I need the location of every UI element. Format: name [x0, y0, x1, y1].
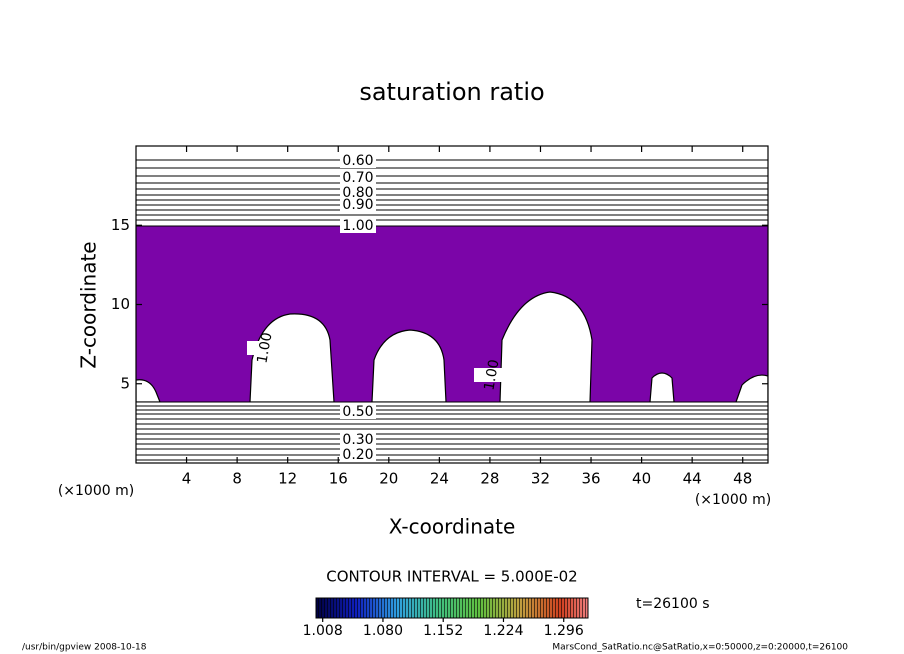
contour-label-bg [340, 198, 376, 212]
contour-label-bg [340, 171, 376, 185]
footer-left: /usr/bin/gpview 2008-10-18 [22, 643, 147, 653]
contour-label-group: 0.90 [340, 197, 376, 213]
x-tick-label: 16 [329, 470, 348, 488]
contour-label-group: 0.30 [340, 432, 376, 448]
colorbar-stripes [316, 598, 588, 618]
contour-label-bg [247, 341, 283, 355]
contour-label: 1.00 [342, 218, 373, 234]
x-unit: (×1000 m) [695, 492, 771, 508]
contour-label-bg [340, 405, 376, 419]
contour-interval: CONTOUR INTERVAL = 5.000E-02 [326, 568, 577, 586]
contour-label: 0.30 [342, 432, 373, 448]
x-tick-label: 48 [733, 470, 752, 488]
bubble [499, 291, 593, 403]
lower-region [136, 402, 768, 463]
contour-label-group: 1.00 [340, 218, 376, 234]
y-axis-label: Z-coordinate [77, 241, 101, 368]
bubble [371, 329, 447, 403]
y-tick-label: 15 [111, 216, 130, 234]
contour-label-group: 1.00 [247, 331, 283, 365]
colorbar-tick-label: 1.080 [363, 623, 403, 639]
contour-label-group: 0.50 [340, 404, 376, 420]
footer-right: MarsCond_SatRatio.nc@SatRatio,x=0:50000,… [552, 643, 848, 653]
x-tick-label: 20 [379, 470, 398, 488]
contour-label: 1.00 [254, 331, 275, 364]
x-tick-label: 4 [182, 470, 192, 488]
contour-label-group: 1.00 [474, 358, 510, 392]
x-tick-label: 28 [480, 470, 499, 488]
colorbar-tick-label: 1.152 [423, 623, 463, 639]
x-tick-label: 44 [683, 470, 702, 488]
x-tick-label: 12 [278, 470, 297, 488]
contour-label: 1.00 [481, 358, 502, 391]
contour-label-group: 0.70 [340, 170, 376, 186]
contour-label: 0.80 [342, 185, 373, 201]
colorbar-tick-label: 1.224 [483, 623, 523, 639]
contour-label-group: 0.20 [340, 447, 376, 463]
y-tick-label: 10 [111, 295, 130, 313]
contour-label-bg [340, 154, 376, 168]
contour-label-bg [340, 186, 376, 200]
contour-label-bg [474, 368, 510, 382]
contour-label-group: 0.60 [340, 153, 376, 169]
contour-label: 0.20 [342, 447, 373, 463]
contour-label: 0.70 [342, 170, 373, 186]
x-tick-label: 8 [232, 470, 242, 488]
bubble [649, 372, 675, 403]
x-tick-label: 24 [430, 470, 449, 488]
colorbar-tick-label: 1.296 [544, 623, 584, 639]
contour-label: 0.50 [342, 404, 373, 420]
contour-label: 0.60 [342, 153, 373, 169]
contour-label: 0.90 [342, 197, 373, 213]
time-label: t=26100 s [636, 596, 710, 612]
x-tick-label: 36 [581, 470, 600, 488]
contour-label-group: 0.80 [340, 185, 376, 201]
fill-region [136, 226, 768, 402]
chart-title: saturation ratio [359, 78, 544, 106]
contour-label-bg [340, 448, 376, 462]
contour-field [136, 146, 768, 463]
x-tick-label: 40 [632, 470, 651, 488]
y-tick-label: 5 [120, 374, 130, 392]
contour-label-bg [340, 433, 376, 447]
contour-label-bg [340, 219, 376, 233]
x-tick-label: 32 [531, 470, 550, 488]
upper-region [136, 146, 768, 226]
x-axis-label: X-coordinate [389, 515, 516, 539]
y-unit: (×1000 m) [58, 483, 134, 499]
colorbar-tick-label: 1.008 [303, 623, 343, 639]
